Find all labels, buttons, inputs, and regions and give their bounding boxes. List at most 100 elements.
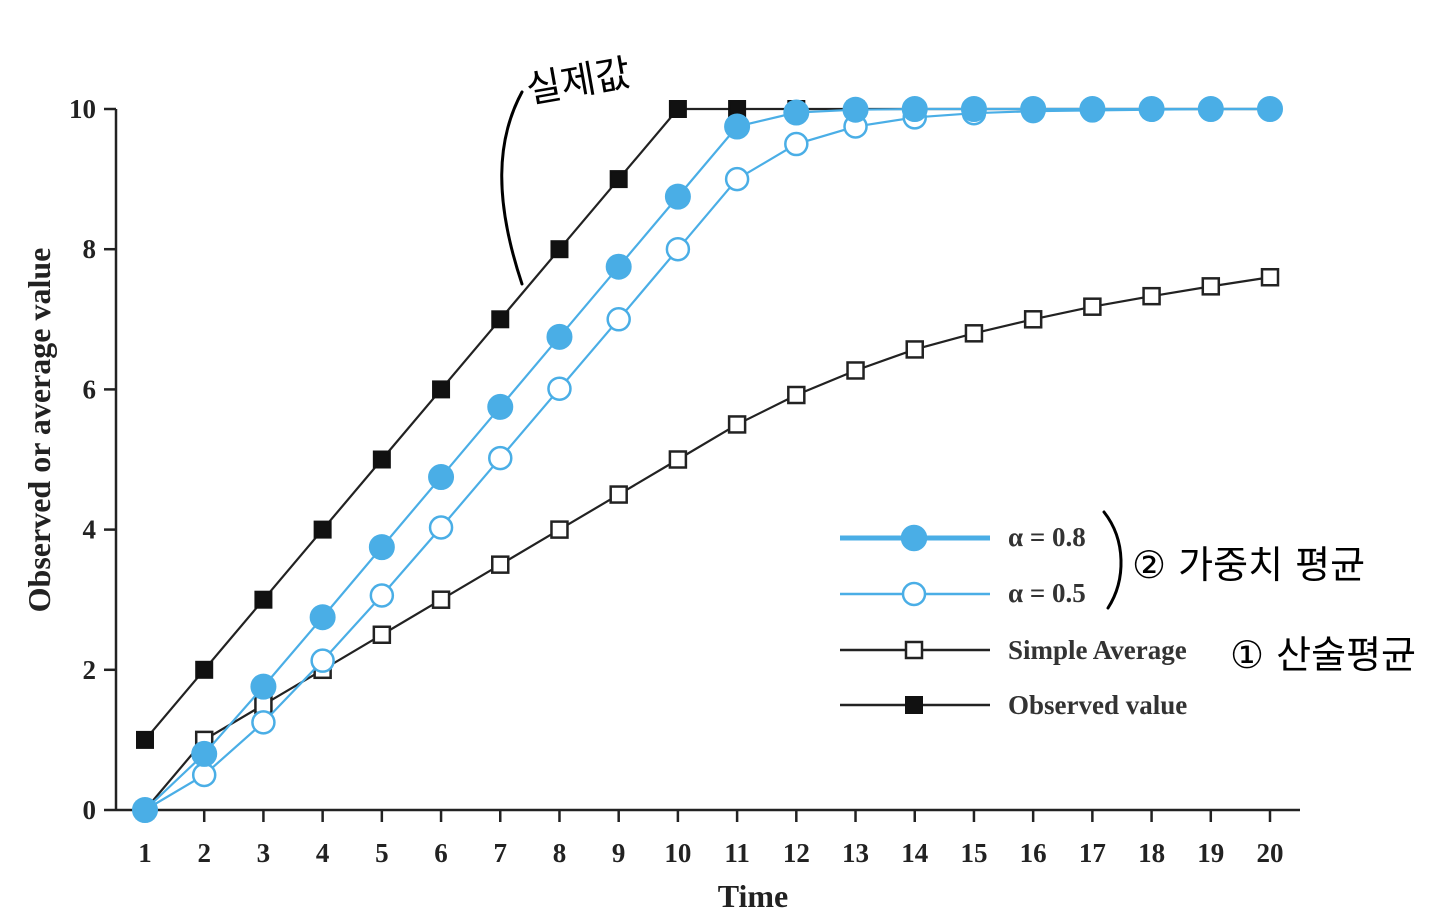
y-axis-title: Observed or average value <box>21 248 57 613</box>
data-point-alpha08 <box>724 113 751 140</box>
data-point-alpha05 <box>428 515 454 540</box>
data-point-alpha08 <box>1020 96 1047 122</box>
x-tick-label: 9 <box>612 838 626 868</box>
annotation-weighted-note: ② 가중치 평균 <box>1132 543 1365 587</box>
data-point-observed <box>372 450 391 469</box>
legend-item-alpha05: α = 0.5 <box>840 578 1086 608</box>
x-tick-label: 13 <box>842 838 869 868</box>
data-point-alpha08 <box>1257 96 1283 122</box>
data-point-simple <box>1201 277 1221 296</box>
y-tick-label: 4 <box>83 515 97 545</box>
data-point-alpha08 <box>783 99 810 126</box>
data-point-simple <box>609 485 628 504</box>
y-tick-label: 6 <box>83 374 97 404</box>
x-tick-label: 17 <box>1079 838 1106 868</box>
data-point-simple <box>1260 267 1280 287</box>
y-tick-label: 10 <box>69 94 96 124</box>
data-point-observed <box>195 660 214 679</box>
data-point-alpha08 <box>368 534 395 561</box>
data-point-simple <box>964 324 984 343</box>
legend-label-simple: Simple Average <box>1008 635 1187 665</box>
legend-item-observed: Observed value <box>840 690 1187 720</box>
data-point-observed <box>136 730 154 749</box>
data-point-simple <box>1083 297 1102 316</box>
data-point-observed <box>668 100 687 118</box>
x-tick-label: 20 <box>1257 838 1284 868</box>
data-point-alpha05 <box>547 376 572 401</box>
data-point-alpha08 <box>428 464 455 491</box>
x-tick-label: 8 <box>553 838 567 868</box>
y-tick-label: 0 <box>83 795 97 825</box>
data-point-simple <box>727 415 747 434</box>
legend-label-alpha05: α = 0.5 <box>1008 578 1086 608</box>
data-point-simple <box>1023 310 1043 329</box>
series-simple <box>135 267 1280 820</box>
data-point-alpha08 <box>842 96 869 123</box>
x-tick-label: 3 <box>257 838 271 868</box>
annotation-simple-note: ① 산술평균 <box>1230 633 1416 677</box>
y-tick-label: 2 <box>83 655 97 685</box>
x-tick-label: 16 <box>1020 838 1047 868</box>
legend-label-observed: Observed value <box>1008 690 1187 720</box>
x-tick-label: 10 <box>664 838 691 868</box>
legend-item-simple: Simple Average <box>840 635 1187 665</box>
x-axis-title: Time <box>718 878 789 914</box>
data-point-alpha05 <box>606 307 631 332</box>
annotation-observed-pointer <box>500 90 524 286</box>
legend-item-alpha08: α = 0.8 <box>840 522 1086 552</box>
data-point-observed <box>254 590 273 609</box>
data-point-observed <box>550 240 569 259</box>
data-point-simple <box>372 625 392 644</box>
annotation-weighted-bracket <box>1102 510 1123 610</box>
data-point-alpha08 <box>960 96 987 122</box>
data-point-alpha05 <box>310 648 335 673</box>
data-point-simple <box>787 385 806 405</box>
x-tick-label: 15 <box>960 838 987 868</box>
data-point-simple <box>1142 286 1161 306</box>
x-tick-label: 12 <box>783 838 810 868</box>
data-point-alpha08 <box>132 797 158 823</box>
x-tick-label: 18 <box>1138 838 1165 868</box>
x-tick-label: 7 <box>494 838 508 868</box>
data-point-alpha05 <box>191 762 217 788</box>
series-alpha08 <box>132 96 1283 823</box>
data-point-alpha05 <box>665 236 691 262</box>
x-tick-label: 1 <box>138 838 152 868</box>
data-point-alpha05 <box>784 131 809 157</box>
x-ticks: 1 2 3 4 5 6 7 8 9 10 11 12 13 14 15 16 17 18 19 20 <box>138 810 1284 868</box>
x-tick-label: 14 <box>901 838 928 868</box>
data-point-alpha08 <box>309 604 336 631</box>
data-point-simple <box>668 450 688 469</box>
data-point-observed <box>432 380 451 399</box>
data-point-observed <box>609 170 628 189</box>
data-point-alpha05 <box>251 710 276 735</box>
x-tick-label: 4 <box>316 838 330 868</box>
data-point-simple <box>905 340 924 359</box>
data-point-alpha08 <box>1079 96 1106 122</box>
legend: α = 0.8 α = 0.5 Simple Average Observed … <box>840 522 1187 720</box>
legend-marker-observed <box>905 696 923 714</box>
x-tick-label: 11 <box>724 838 750 868</box>
x-tick-label: 2 <box>197 838 211 868</box>
legend-marker-alpha08 <box>900 524 928 552</box>
data-point-simple <box>431 590 451 609</box>
x-tick-label: 5 <box>375 838 389 868</box>
legend-marker-alpha05 <box>901 581 927 607</box>
y-tick-label: 8 <box>83 234 97 264</box>
data-point-alpha08 <box>1197 96 1224 122</box>
data-point-alpha08 <box>546 323 573 350</box>
axes <box>114 109 1300 812</box>
series-group <box>132 96 1283 823</box>
data-point-alpha05 <box>724 166 750 192</box>
series-line-simple <box>144 276 1271 811</box>
legend-label-alpha08: α = 0.8 <box>1008 522 1086 552</box>
data-point-alpha08 <box>487 393 514 420</box>
data-point-alpha08 <box>1138 96 1165 122</box>
data-point-alpha08 <box>901 96 928 122</box>
data-point-alpha08 <box>250 673 277 700</box>
data-point-observed <box>313 520 332 539</box>
data-point-alpha08 <box>605 253 632 280</box>
data-point-simple <box>550 520 569 539</box>
y-ticks: 0 2 4 6 8 10 <box>69 94 116 825</box>
